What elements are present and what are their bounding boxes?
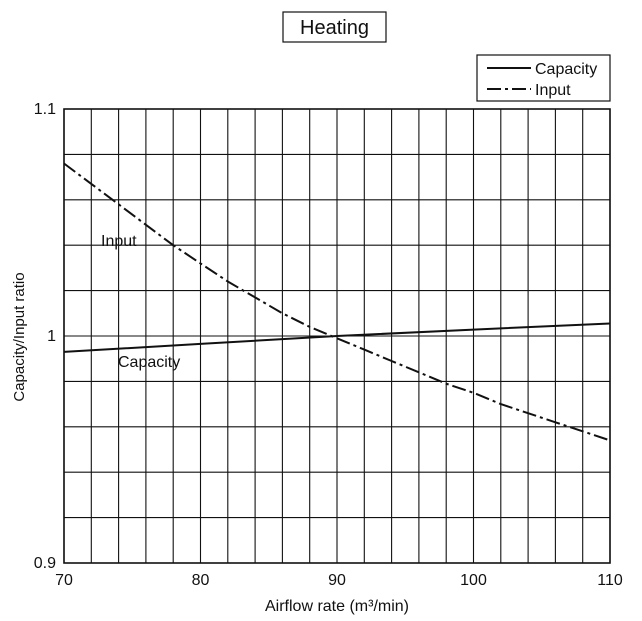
y-tick-label: 0.9 [34,555,56,572]
x-tick-label: 90 [328,572,346,589]
title-box [282,11,387,43]
series-layer [63,162,611,442]
axis-layer: 70 80 90 100 110 0.9 1 1.1 [34,101,623,589]
legend: Capacity Input [476,54,611,102]
x-tick-label: 70 [55,572,73,589]
series-label-capacity: Capacity [118,354,180,371]
y-tick-label: 1 [47,328,56,345]
series-label-input: Input [101,233,137,250]
plot-frame [63,108,611,564]
legend-label-input: Input [535,82,571,99]
grid-layer [63,108,611,564]
series-line-capacity [63,322,611,353]
x-tick-label: 110 [597,572,623,589]
x-tick-label: 80 [192,572,210,589]
legend-label-capacity: Capacity [535,61,597,78]
x-tick-label: 100 [460,572,487,589]
x-axis-title: Airflow rate (m³/min) [265,598,409,615]
chart-title: Heating [300,17,369,39]
legend-box [476,54,611,102]
y-axis-title: Capacity/Input ratio [11,272,28,401]
series-line-input [63,162,611,442]
y-tick-label: 1.1 [34,101,56,118]
